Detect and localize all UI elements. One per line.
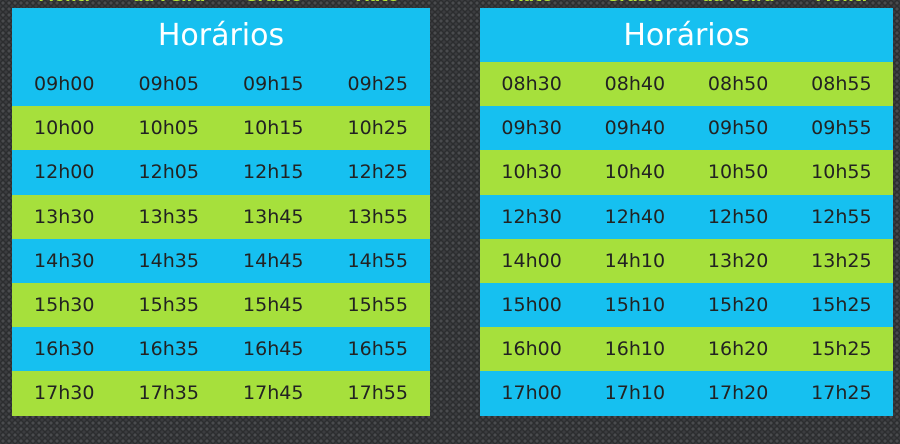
time-cell: 15h35 bbox=[138, 294, 199, 317]
column-header: Mont. bbox=[12, 0, 117, 5]
time-row: 12h30 12h40 12h50 12h55 bbox=[480, 194, 893, 239]
time-cell: 12h50 bbox=[707, 205, 769, 228]
time-cell: 10h55 bbox=[811, 161, 872, 184]
time-cell: 10h00 bbox=[34, 117, 95, 140]
time-cell: 17h20 bbox=[707, 382, 769, 405]
time-row: 10h00 10h05 10h15 10h25 bbox=[12, 106, 430, 151]
time-cell: 15h45 bbox=[243, 294, 304, 317]
time-cell: 10h40 bbox=[604, 161, 666, 184]
time-cell: 12h55 bbox=[811, 205, 872, 228]
time-cell: 16h55 bbox=[347, 338, 408, 361]
time-cell: 17h25 bbox=[811, 382, 872, 405]
time-cell: 17h30 bbox=[34, 382, 95, 405]
time-cell: 09h55 bbox=[811, 117, 872, 140]
time-cell: 09h50 bbox=[707, 117, 769, 140]
time-row: 14h00 14h10 13h20 13h25 bbox=[480, 238, 893, 283]
time-cell: 12h15 bbox=[243, 161, 304, 184]
time-cell: 10h25 bbox=[347, 117, 408, 140]
time-cell: 14h45 bbox=[243, 249, 304, 272]
column-headers: Mont.da FeiraGrásioAuto bbox=[12, 0, 430, 5]
time-cell: 14h30 bbox=[34, 249, 95, 272]
time-cell: 12h00 bbox=[34, 161, 95, 184]
time-cell: 16h30 bbox=[34, 338, 95, 361]
table-title: Horários bbox=[12, 8, 430, 62]
left-timetable: Mont.da FeiraGrásioAutoHorários09h0009h0… bbox=[12, 0, 430, 416]
time-cell: 16h45 bbox=[243, 338, 304, 361]
time-cell: 17h00 bbox=[501, 382, 562, 405]
time-row: 09h30 09h40 09h50 09h55 bbox=[480, 106, 893, 151]
column-headers: AutoGrásioda FeiraMont. bbox=[480, 0, 893, 5]
time-row: 14h30 14h35 14h45 14h55 bbox=[12, 238, 430, 283]
time-cell: 14h00 bbox=[501, 249, 562, 272]
time-cell: 12h05 bbox=[138, 161, 199, 184]
time-cell: 14h10 bbox=[604, 249, 666, 272]
time-cell: 13h30 bbox=[34, 205, 95, 228]
time-row: 12h00 12h05 12h15 12h25 bbox=[12, 150, 430, 195]
time-cell: 09h05 bbox=[138, 73, 199, 96]
column-header: Auto bbox=[480, 0, 583, 5]
time-cell: 15h30 bbox=[34, 294, 95, 317]
time-cell: 16h20 bbox=[707, 338, 769, 361]
time-cell: 08h30 bbox=[501, 73, 562, 96]
time-row: 16h00 16h10 16h20 15h25 bbox=[480, 327, 893, 372]
column-header: Grásio bbox=[221, 0, 326, 5]
time-row: 17h30 17h35 17h45 17h55 bbox=[12, 371, 430, 416]
time-cell: 12h40 bbox=[604, 205, 666, 228]
time-row: 17h00 17h10 17h20 17h25 bbox=[480, 371, 893, 416]
right-timetable: AutoGrásioda FeiraMont. Horários 08h30 08h4… bbox=[480, 0, 893, 416]
time-cell: 10h05 bbox=[138, 117, 199, 140]
time-row: 10h30 10h40 10h50 10h55 bbox=[480, 150, 893, 195]
time-row: 15h30 15h35 15h45 15h55 bbox=[12, 282, 430, 328]
column-header: Auto bbox=[326, 0, 431, 5]
time-row: 16h30 16h35 16h45 16h55 bbox=[12, 327, 430, 372]
column-header: da Feira bbox=[687, 0, 790, 5]
time-cell: 15h00 bbox=[501, 294, 562, 317]
time-cell: 13h20 bbox=[707, 249, 769, 272]
time-cell: 10h50 bbox=[707, 161, 769, 184]
table-title: Horários bbox=[480, 8, 893, 62]
time-cell: 15h55 bbox=[347, 294, 408, 317]
time-cell: 09h00 bbox=[34, 73, 95, 96]
time-cell: 09h40 bbox=[604, 117, 666, 140]
time-cell: 17h55 bbox=[347, 382, 408, 405]
time-cell: 16h00 bbox=[501, 338, 562, 361]
time-cell: 17h45 bbox=[243, 382, 304, 405]
time-row: 08h30 08h40 08h50 08h55 bbox=[480, 62, 893, 107]
time-cell: 13h45 bbox=[243, 205, 304, 228]
column-header: Grásio bbox=[583, 0, 686, 5]
time-cell: 17h10 bbox=[604, 382, 666, 405]
time-cell: 13h55 bbox=[347, 205, 408, 228]
time-cell: 14h55 bbox=[347, 249, 408, 272]
time-cell: 15h25 bbox=[811, 338, 872, 361]
time-cell: 15h10 bbox=[604, 294, 666, 317]
time-cell: 08h50 bbox=[707, 73, 769, 96]
time-cell: 12h30 bbox=[501, 205, 562, 228]
column-header: da Feira bbox=[117, 0, 222, 5]
time-cell: 09h30 bbox=[501, 117, 562, 140]
time-cell: 08h40 bbox=[604, 73, 666, 96]
time-row: 13h30 13h35 13h45 13h55 bbox=[12, 194, 430, 239]
time-cell: 13h35 bbox=[138, 205, 199, 228]
time-cell: 08h55 bbox=[811, 73, 872, 96]
time-cell: 09h25 bbox=[347, 73, 408, 96]
time-cell: 12h25 bbox=[347, 161, 408, 184]
time-cell: 10h30 bbox=[501, 161, 562, 184]
time-cell: 15h20 bbox=[707, 294, 769, 317]
time-row: 15h00 15h10 15h20 15h25 bbox=[480, 282, 893, 328]
time-cell: 17h35 bbox=[138, 382, 199, 405]
time-cell: 09h15 bbox=[243, 73, 304, 96]
time-cell: 15h25 bbox=[811, 294, 872, 317]
time-row: 09h00 09h05 09h15 09h25 bbox=[12, 62, 430, 107]
time-cell: 14h35 bbox=[138, 249, 199, 272]
time-cell: 10h15 bbox=[243, 117, 304, 140]
time-cell: 13h25 bbox=[811, 249, 872, 272]
time-cell: 16h10 bbox=[604, 338, 666, 361]
column-header: Mont. bbox=[790, 0, 893, 5]
time-cell: 16h35 bbox=[138, 338, 199, 361]
